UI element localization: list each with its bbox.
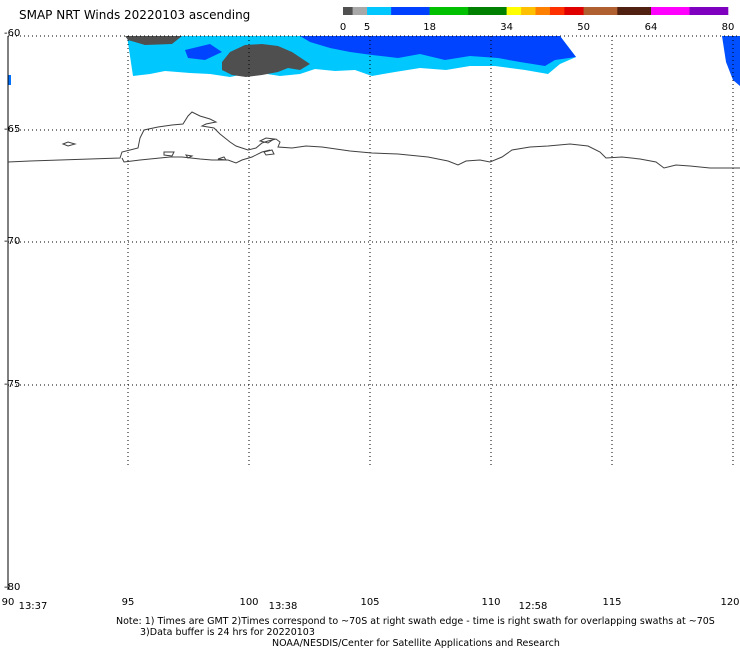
swath-left-edge [8,75,11,85]
lat-label: -70 [4,236,20,247]
coastline [7,111,740,169]
colorbar-segment [549,7,565,15]
colorbar-segment [343,7,353,15]
colorbar-label: 80 [722,22,735,33]
pass-times: 13:37 13:38 12:58 [19,601,548,612]
graticule [8,35,740,465]
colorbar-label: 64 [645,22,658,33]
colorbar-segment [367,7,392,15]
colorbar-label: 5 [364,22,370,33]
swath-right-edge [722,36,740,86]
colorbar-label: 0 [340,22,346,33]
note-line-1: Note: 1) Times are GMT 2)Times correspon… [116,616,715,627]
note-line-3: NOAA/NESDIS/Center for Satellite Applica… [272,638,560,649]
colorbar-segment [352,7,368,15]
lon-label: 90 [2,597,15,608]
colorbar-label: 18 [423,22,436,33]
colorbar-segment [521,7,536,15]
swath-calm-2 [222,44,310,77]
latitude-labels: -60 -65 -70 -75 -80 [4,28,20,593]
colorbar-segment [689,7,729,15]
colorbar-segment [468,7,507,15]
note-line-2: 3)Data buffer is 24 hrs for 20220103 [140,627,315,638]
swath-dark-blue-1 [300,36,576,66]
wind-speed-colorbar: 0 5 18 34 50 64 80 [340,7,735,33]
lon-label: 100 [239,597,258,608]
colorbar-segment [535,7,551,15]
colorbar-segment [583,7,618,15]
colorbar-label: 34 [500,22,513,33]
colorbar-segment [506,7,522,15]
wind-swath [8,36,740,86]
time-label: 12:58 [519,601,548,612]
colorbar-segment [564,7,584,15]
lat-label: -75 [4,379,20,390]
colorbar-label: 50 [577,22,590,33]
colorbar-segment [391,7,430,15]
lon-label: 105 [360,597,379,608]
colorbar-segment [651,7,690,15]
swath-dark-blue-2 [185,44,222,60]
longitude-labels: 90 95 100 105 110 115 120 [2,597,740,608]
time-label: 13:38 [269,601,298,612]
lat-label: -60 [4,28,20,39]
time-label: 13:37 [19,601,48,612]
colorbar-segment [617,7,652,15]
map-title: SMAP NRT Winds 20220103 ascending [19,8,251,22]
colorbar-segment [429,7,469,15]
lon-label: 115 [602,597,621,608]
lon-label: 110 [481,597,500,608]
swath-calm-1 [125,36,182,45]
lon-label: 95 [122,597,135,608]
lat-label: -65 [4,124,20,135]
lon-label: 120 [720,597,739,608]
lat-label: -80 [4,582,20,593]
